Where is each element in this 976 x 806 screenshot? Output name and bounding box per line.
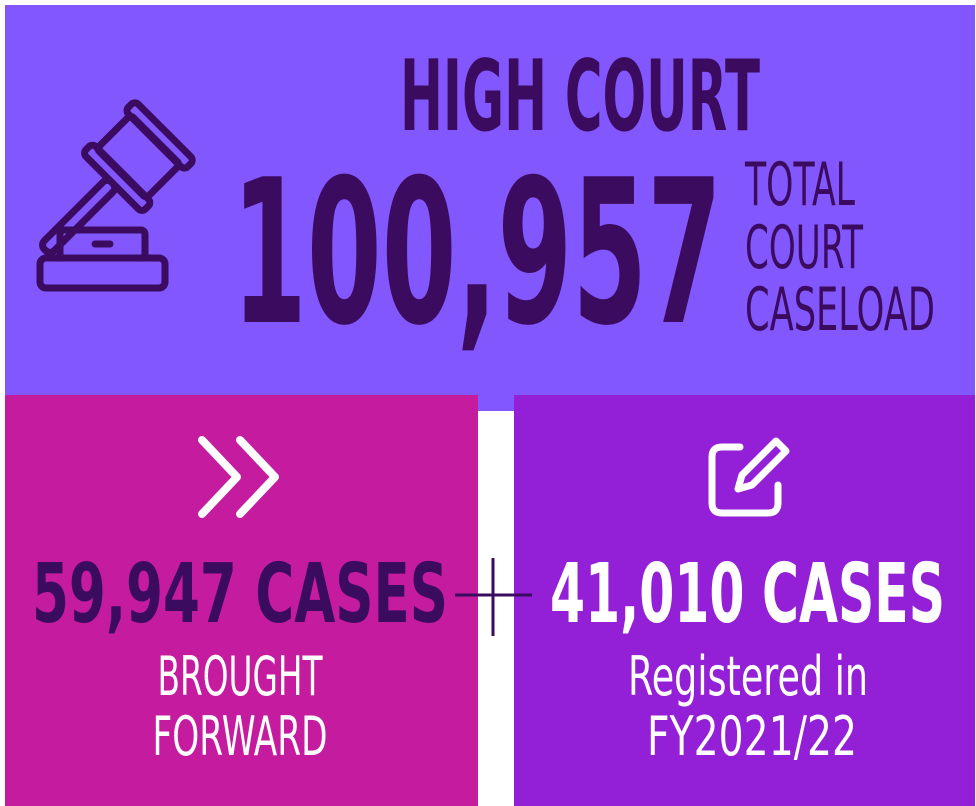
title: HIGH COURT <box>400 40 760 154</box>
total-label: COURT <box>745 213 863 283</box>
brought-forward-label: BROUGHT <box>158 645 324 708</box>
gap-strip <box>478 395 514 411</box>
plus-sign <box>455 558 532 636</box>
chevrons-icon <box>198 436 279 518</box>
registered-label: Registered in <box>628 645 868 708</box>
brought-forward-count: 59,947 CASES <box>32 547 448 642</box>
top-panel <box>5 5 975 395</box>
total: 100,957 <box>232 137 722 370</box>
total-label: TOTAL <box>744 150 855 220</box>
brought-forward-label: FORWARD <box>153 705 328 768</box>
edit-icon <box>708 437 790 517</box>
registered-count: 41,010 CASES <box>550 547 945 642</box>
total-label: CASELOAD <box>745 275 935 345</box>
gavel-icon <box>36 99 196 292</box>
left-panel <box>5 395 478 806</box>
right-panel <box>514 395 975 806</box>
registered-label: FY2021/22 <box>647 705 857 768</box>
